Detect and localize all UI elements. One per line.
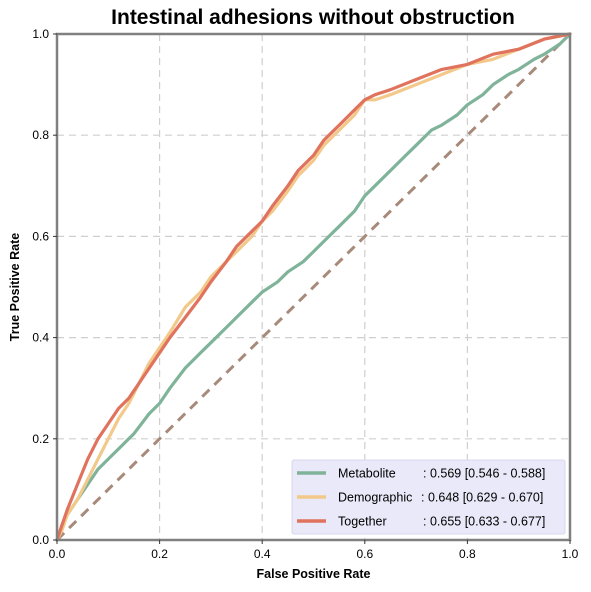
- x-tick-label: 0.2: [151, 547, 168, 561]
- x-tick-label: 0.4: [254, 547, 271, 561]
- legend-label-metabolite: Metabolite: [338, 467, 396, 481]
- y-tick-label: 0.8: [32, 128, 49, 142]
- x-tick-label: 0.0: [49, 547, 66, 561]
- x-tick-label: 1.0: [562, 547, 579, 561]
- reference-diagonal-line: [55, 32, 572, 542]
- roc-curve-demographic: [55, 32, 572, 542]
- plot-frame: [55, 32, 572, 542]
- roc-curve-metabolite: [55, 32, 572, 542]
- legend: Metabolite : 0.569 [0.546 - 0.588] Demogra…: [291, 459, 566, 535]
- axis-ticks: 0.0 0.2 0.4 0.6 0.8 1.0 0.0 0.2 0.4 0.6 0.8 1.0: [32, 27, 578, 561]
- y-tick-label: 0.6: [32, 229, 49, 243]
- reference-diagonal: [55, 32, 572, 542]
- y-axis-title: True Positive Rate: [8, 233, 22, 341]
- grid: [57, 34, 570, 540]
- chart-title: Intestinal adhesions without obstruction: [111, 6, 515, 29]
- y-tick-label: 0.2: [32, 432, 49, 446]
- legend-label-demographic: Demographic: [338, 491, 412, 505]
- legend-auc-demographic: : 0.648 [0.629 - 0.670]: [421, 491, 543, 505]
- roc-curve-together: [55, 32, 572, 542]
- legend-auc-metabolite: : 0.569 [0.546 - 0.588]: [423, 467, 545, 481]
- roc-curves: [55, 32, 572, 542]
- x-tick-label: 0.8: [459, 547, 476, 561]
- x-tick-label: 0.6: [356, 547, 373, 561]
- legend-label-together: Together: [338, 515, 387, 529]
- x-axis-title: False Positive Rate: [257, 567, 371, 581]
- y-tick-label: 0.0: [32, 533, 49, 547]
- y-tick-label: 0.4: [32, 331, 49, 345]
- legend-auc-together: : 0.655 [0.633 - 0.677]: [423, 515, 545, 529]
- y-tick-label: 1.0: [32, 27, 49, 41]
- legend-box: [291, 459, 566, 535]
